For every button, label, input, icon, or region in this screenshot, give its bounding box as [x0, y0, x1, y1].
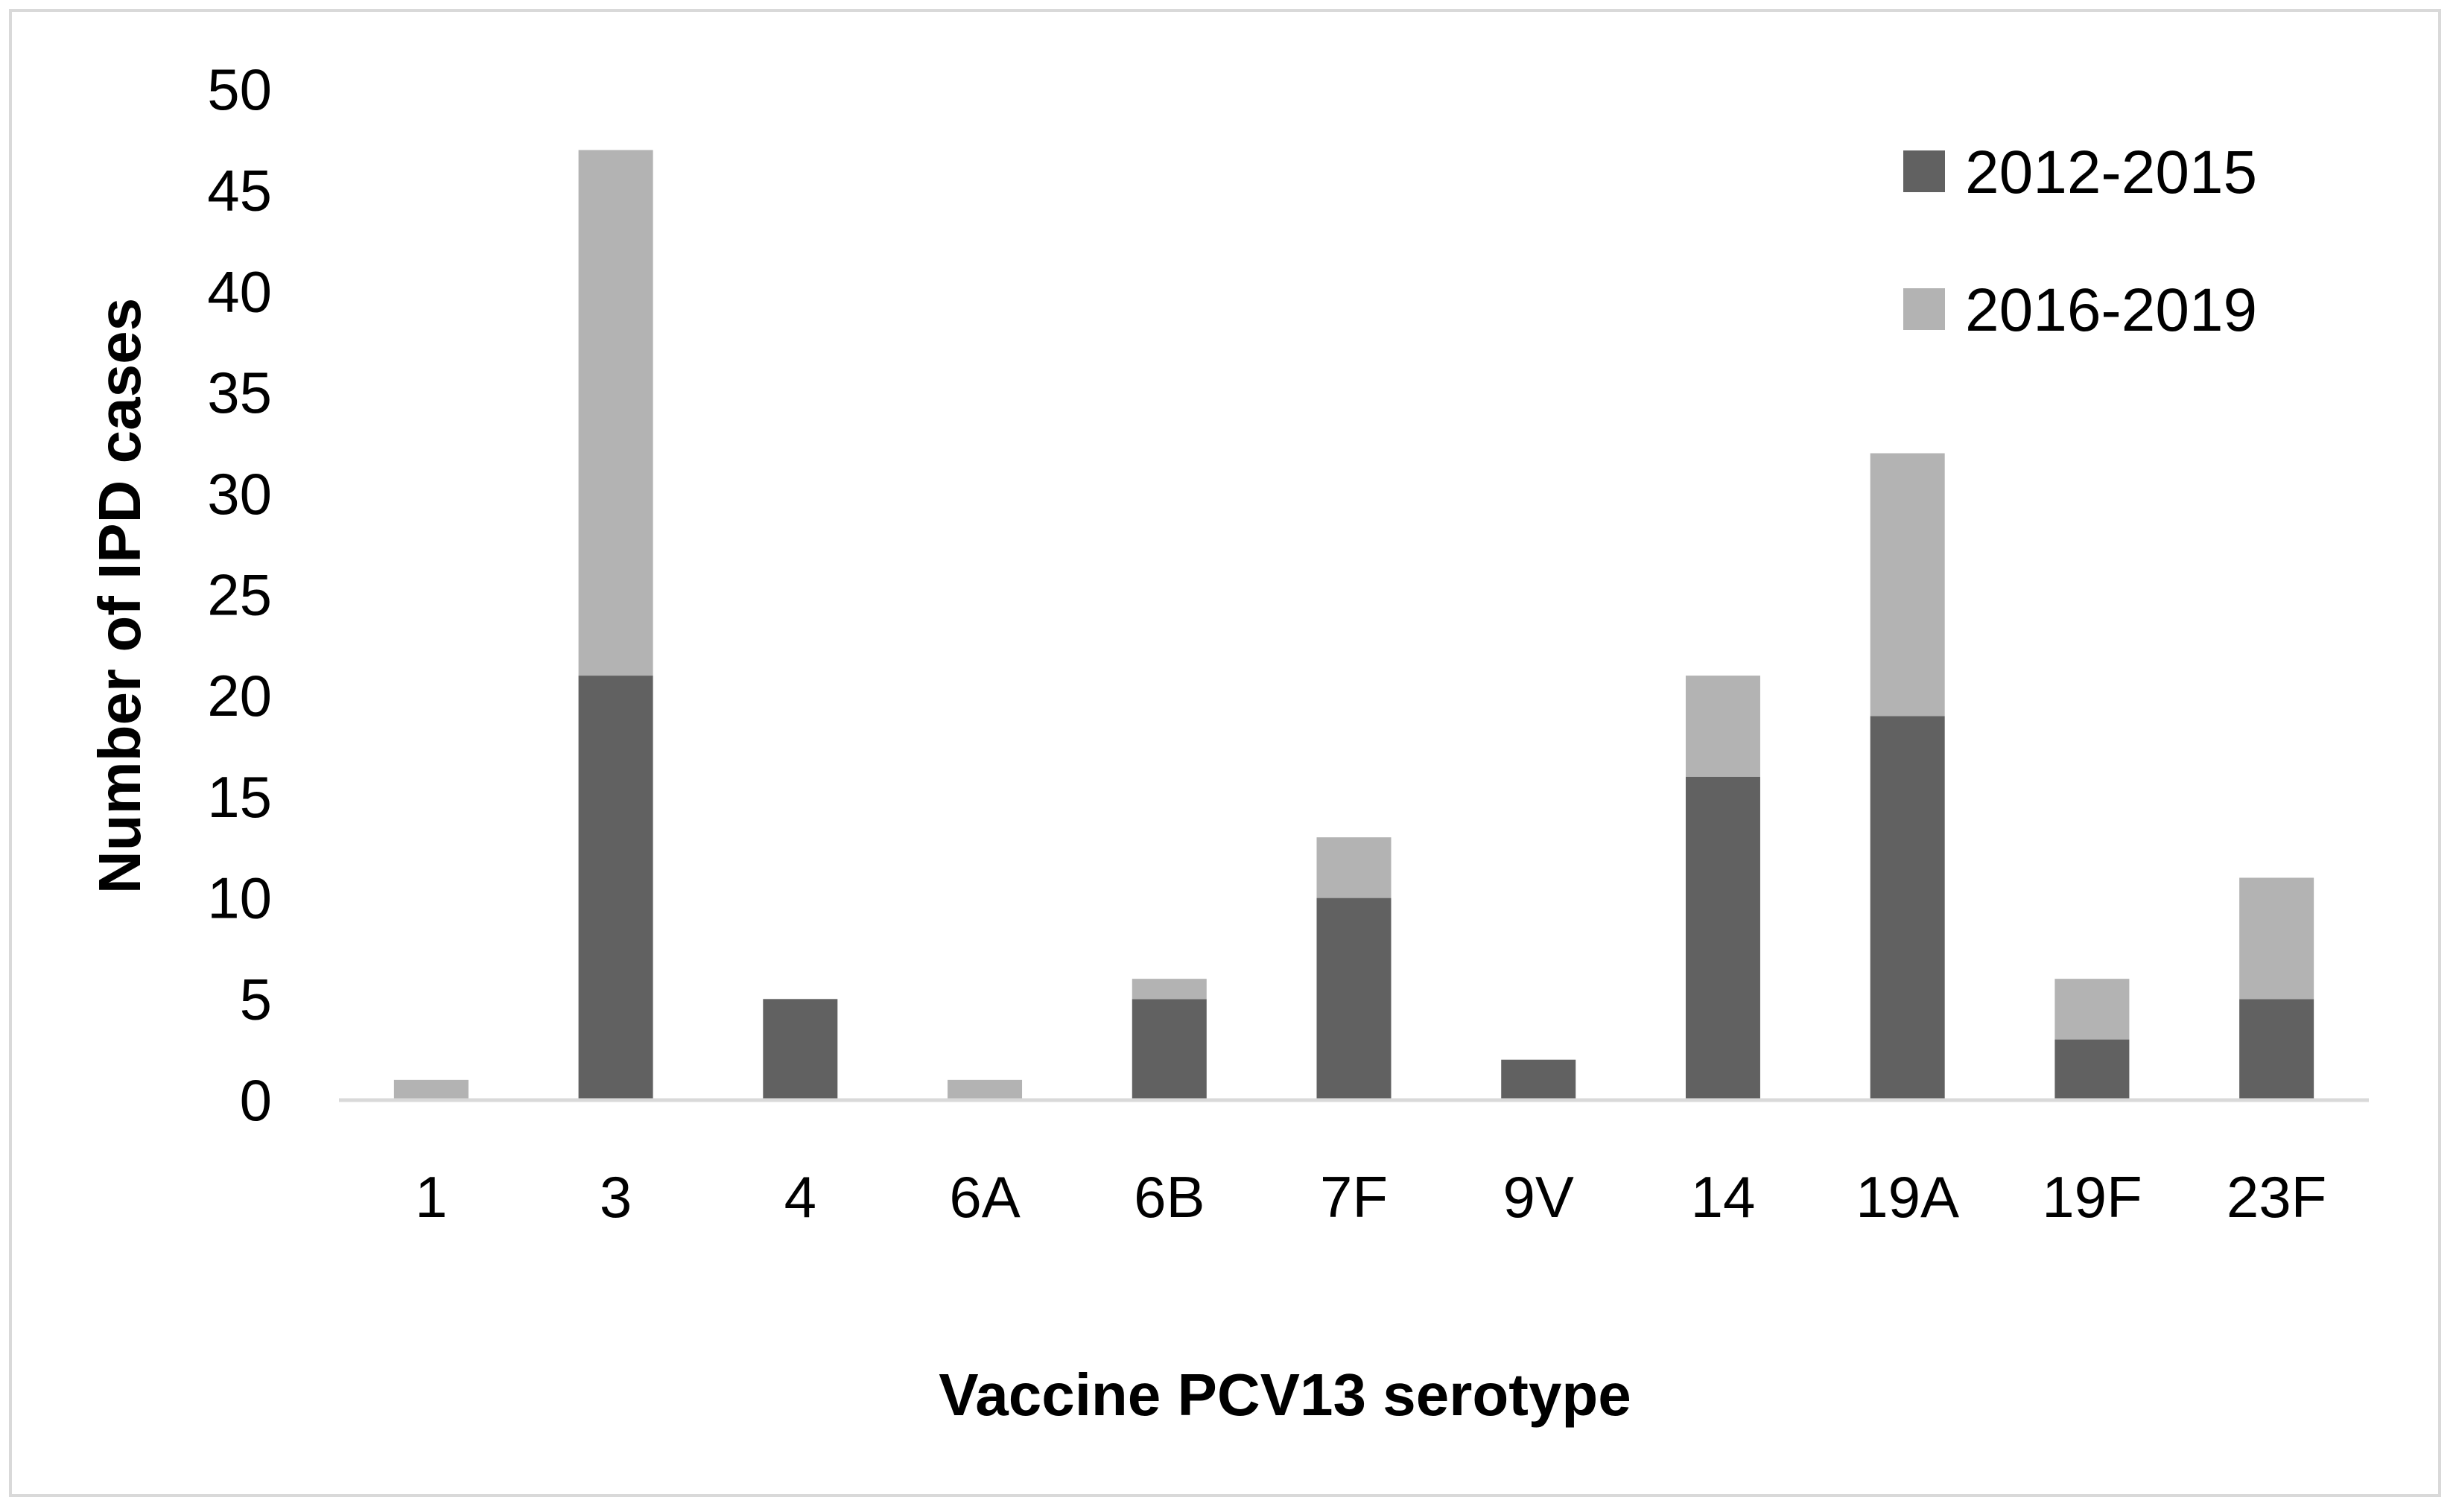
y-tick-label: 15 [207, 764, 272, 830]
bar-1-2016-2019 [393, 1079, 469, 1100]
chart-frame [9, 9, 2441, 1497]
x-tick-label: 4 [784, 1164, 816, 1230]
bar-3-2016-2019 [578, 150, 653, 676]
bar-19A-2016-2019 [1870, 453, 1945, 717]
x-tick-label: 6A [949, 1164, 1020, 1230]
bar-6A-2016-2019 [948, 1079, 1023, 1100]
bar-9V-2012-2015 [1501, 1059, 1576, 1100]
y-axis-ticks: 0 5 10 15 20 25 30 35 40 45 50 [207, 57, 272, 1133]
y-tick-label: 0 [240, 1067, 272, 1133]
y-tick-label: 45 [207, 158, 272, 223]
legend-swatch [1903, 150, 1945, 192]
y-tick-label: 5 [240, 966, 272, 1032]
x-tick-label: 7F [1320, 1164, 1388, 1230]
bar-14-2012-2015 [1685, 776, 1760, 1100]
x-tick-label: 19A [1856, 1164, 1959, 1230]
y-tick-label: 40 [207, 258, 272, 324]
x-tick-label: 19F [2042, 1164, 2142, 1230]
y-tick-label: 25 [207, 562, 272, 628]
x-tick-label: 6B [1134, 1164, 1205, 1230]
x-tick-label: 3 [600, 1164, 632, 1230]
bar-7F-2012-2015 [1316, 898, 1392, 1100]
y-tick-label: 35 [207, 360, 272, 425]
bar-3-2012-2015 [578, 676, 653, 1100]
x-axis-title: Vaccine PCV13 serotype [939, 1362, 1631, 1428]
y-axis-title: Number of IPD cases [86, 298, 153, 894]
legend-label: 2012-2015 [1965, 139, 2257, 206]
bar-19A-2012-2015 [1870, 716, 1945, 1100]
legend: 2012-2015 2016-2019 [1903, 139, 2257, 344]
bar-4-2012-2015 [763, 999, 838, 1100]
y-tick-label: 30 [207, 461, 272, 527]
bar-6B-2012-2015 [1132, 999, 1207, 1100]
x-axis-ticks: 1 3 4 6A 6B 7F 9V 14 19A 19F 23F [415, 1164, 2326, 1230]
y-tick-label: 50 [207, 57, 272, 122]
x-tick-label: 23F [2227, 1164, 2326, 1230]
bar-23F-2012-2015 [2239, 999, 2314, 1100]
bar-6B-2016-2019 [1132, 979, 1207, 1000]
x-tick-label: 1 [415, 1164, 447, 1230]
bar-19F-2012-2015 [2054, 1039, 2130, 1100]
x-tick-label: 9V [1503, 1164, 1574, 1230]
legend-label: 2016-2019 [1965, 276, 2257, 344]
bar-14-2016-2019 [1685, 676, 1760, 777]
bar-7F-2016-2019 [1316, 837, 1392, 898]
y-tick-label: 10 [207, 865, 272, 931]
x-tick-label: 14 [1691, 1164, 1756, 1230]
bar-23F-2016-2019 [2239, 877, 2314, 1000]
bars-group [393, 150, 2314, 1100]
bar-19F-2016-2019 [2054, 979, 2130, 1040]
y-tick-label: 20 [207, 663, 272, 728]
legend-swatch [1903, 288, 1945, 330]
